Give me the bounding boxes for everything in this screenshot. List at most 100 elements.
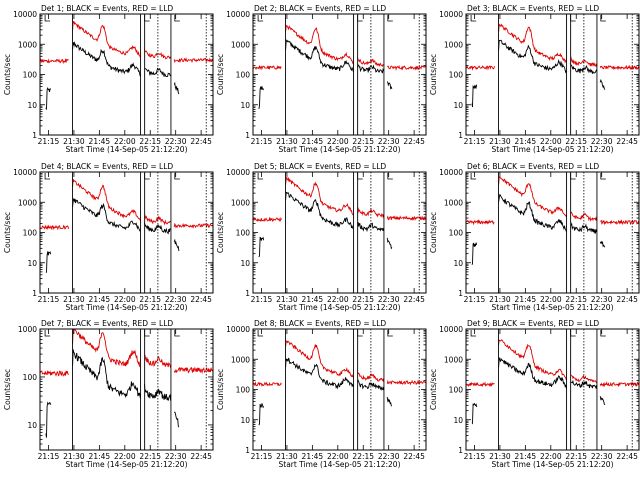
x-tick-label: 22:45 xyxy=(403,452,425,461)
flag-marker xyxy=(357,330,363,337)
panel-det-3: Det 3; BLACK = Events, RED = LLD Counts/s… xyxy=(429,4,640,154)
y-tick-label: 100 xyxy=(23,229,38,238)
flag-marker xyxy=(470,15,477,22)
y-tick-label: 10000 xyxy=(439,168,463,177)
x-tick-label: 22:30 xyxy=(165,452,187,461)
plot-frame xyxy=(39,328,214,451)
events-series-line xyxy=(45,41,180,110)
panel-det-8: Det 8; BLACK = Events, RED = LLD Counts/s… xyxy=(216,319,427,469)
y-tick-label: 1 xyxy=(458,131,463,140)
y-tick-label: 100 xyxy=(449,71,464,80)
lld-series-line xyxy=(465,175,640,226)
events-series-line xyxy=(258,39,393,110)
events-series-line xyxy=(471,193,606,266)
x-tick-label: 22:15 xyxy=(565,137,587,146)
x-tick-label: 21:45 xyxy=(302,137,324,146)
plot-frame xyxy=(252,328,427,451)
lld-series-line xyxy=(39,20,214,65)
panel-title: Det 5; BLACK = Events, RED = LLD xyxy=(254,162,386,171)
plot-frame xyxy=(252,13,427,136)
y-tick-label: 10000 xyxy=(439,325,463,334)
x-tick-label: 21:15 xyxy=(464,295,486,304)
y-tick-label: 10000 xyxy=(226,325,250,334)
y-tick-label: 10000 xyxy=(226,168,250,177)
panel-det-2: Det 2; BLACK = Events, RED = LLD Counts/s… xyxy=(216,4,427,154)
y-tick-label: 10 xyxy=(240,259,250,268)
y-tick-label: 1 xyxy=(458,446,463,455)
events-series-line xyxy=(258,357,393,426)
x-tick-label: 22:45 xyxy=(403,295,425,304)
flag-marker xyxy=(387,173,393,180)
y-tick-label: 1000 xyxy=(231,198,250,207)
y-tick-label: 1000 xyxy=(444,355,463,364)
x-tick-label: 22:30 xyxy=(165,295,187,304)
x-tick-label: 22:15 xyxy=(352,452,374,461)
panel-title: Det 9; BLACK = Events, RED = LLD xyxy=(467,319,599,328)
x-tick-label: 22:45 xyxy=(190,452,212,461)
y-axis-label: Counts/sec xyxy=(429,54,438,95)
y-tick-label: 1000 xyxy=(231,355,250,364)
plot-frame xyxy=(465,13,640,136)
y-tick-label: 100 xyxy=(236,71,251,80)
x-axis-label: Start Time (14-Sep-05 21:12:20) xyxy=(66,460,188,469)
flag-marker xyxy=(600,173,606,180)
y-tick-label: 1000 xyxy=(231,40,250,49)
x-tick-label: 22:45 xyxy=(616,295,638,304)
x-axis-label: Start Time (14-Sep-05 21:12:20) xyxy=(492,145,614,154)
x-tick-label: 21:45 xyxy=(302,452,324,461)
y-tick-label: 10 xyxy=(453,416,463,425)
events-series-line xyxy=(258,191,393,258)
x-tick-label: 21:30 xyxy=(63,452,85,461)
plot-frame xyxy=(252,171,427,294)
x-tick-label: 22:30 xyxy=(591,137,613,146)
x-axis-label: Start Time (14-Sep-05 21:12:20) xyxy=(279,460,401,469)
flag-marker xyxy=(44,173,51,180)
y-axis-label: Counts/sec xyxy=(429,212,438,253)
y-tick-label: 1000 xyxy=(444,198,463,207)
lld-series-line xyxy=(39,178,214,231)
x-axis-label: Start Time (14-Sep-05 21:12:20) xyxy=(279,145,401,154)
x-tick-label: 21:15 xyxy=(251,137,273,146)
x-tick-label: 22:15 xyxy=(139,137,161,146)
lld-series-line xyxy=(252,24,426,71)
x-tick-label: 21:15 xyxy=(251,452,273,461)
x-tick-label: 22:00 xyxy=(327,295,349,304)
x-tick-label: 21:15 xyxy=(38,137,60,146)
x-tick-label: 21:30 xyxy=(489,137,511,146)
x-tick-label: 21:45 xyxy=(515,137,537,146)
x-tick-label: 22:30 xyxy=(378,452,400,461)
x-tick-label: 21:45 xyxy=(515,452,537,461)
x-tick-label: 21:30 xyxy=(276,295,298,304)
y-tick-label: 10 xyxy=(240,101,250,110)
y-tick-label: 1000 xyxy=(18,40,37,49)
x-tick-label: 22:30 xyxy=(378,295,400,304)
x-tick-label: 22:45 xyxy=(616,137,638,146)
flag-marker xyxy=(174,15,180,22)
x-axis-label: Start Time (14-Sep-05 21:12:20) xyxy=(66,145,188,154)
panel-title: Det 4; BLACK = Events, RED = LLD xyxy=(41,162,173,171)
flag-marker xyxy=(144,330,150,337)
flag-marker xyxy=(570,330,576,337)
x-tick-label: 22:30 xyxy=(378,137,400,146)
plot-frame xyxy=(39,13,214,136)
lld-series-line xyxy=(252,340,427,387)
x-axis-label: Start Time (14-Sep-05 21:12:20) xyxy=(492,303,614,312)
y-tick-label: 10000 xyxy=(439,10,463,19)
y-axis-label: Counts/sec xyxy=(3,54,12,95)
panel-det-1: Det 1; BLACK = Events, RED = LLD Counts/s… xyxy=(3,4,214,154)
x-tick-label: 22:15 xyxy=(139,452,161,461)
y-tick-label: 1000 xyxy=(18,198,37,207)
x-tick-label: 21:30 xyxy=(489,295,511,304)
x-tick-label: 21:15 xyxy=(464,137,486,146)
y-tick-label: 1 xyxy=(245,446,250,455)
y-tick-label: 100 xyxy=(23,373,38,382)
lld-series-line xyxy=(465,339,640,388)
x-tick-label: 21:45 xyxy=(89,295,111,304)
events-series-line xyxy=(45,349,180,438)
y-axis-label: Counts/sec xyxy=(216,54,225,95)
panel-det-6: Det 6; BLACK = Events, RED = LLD Counts/s… xyxy=(429,162,640,312)
x-tick-label: 22:45 xyxy=(190,137,212,146)
y-tick-label: 100 xyxy=(23,71,38,80)
